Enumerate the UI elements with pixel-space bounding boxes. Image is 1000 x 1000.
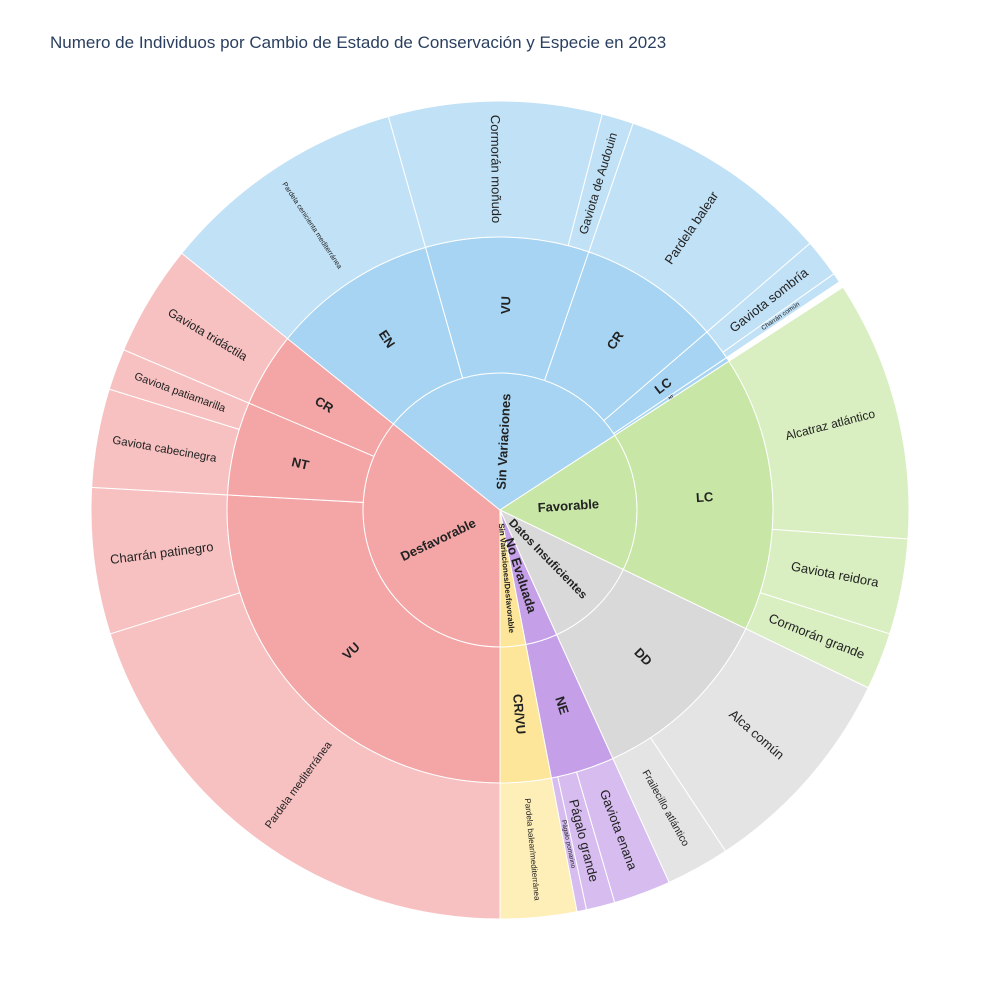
slice-species-vu-pardela-mediterranea[interactable] (109, 592, 501, 920)
label-category-nt: NT (667, 393, 675, 400)
label-category-vu: VU (498, 296, 513, 314)
label-species-cormoran-monudo: Cormorán moñudo (488, 115, 504, 224)
slice-species-cr-vu-pardela-balear-mediterranea[interactable] (499, 777, 578, 920)
label-status-sin-variaciones: Sin Variaciones (494, 393, 514, 490)
label-category-nt: NT (290, 454, 310, 473)
label-category-cr-vu: CR/VU (510, 693, 529, 735)
label-status-favorable: Favorable (537, 496, 599, 515)
chart-title: Numero de Individuos por Cambio de Estad… (50, 33, 667, 52)
label-category-lc: LC (695, 489, 714, 505)
label-category-ne: NE (552, 694, 572, 716)
